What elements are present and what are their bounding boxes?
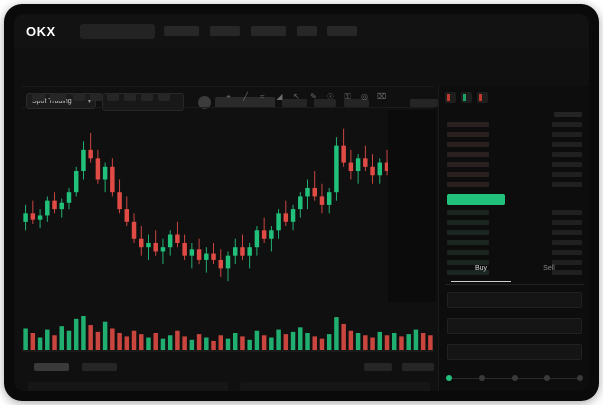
pattern-icon[interactable]: ◢ <box>276 92 283 101</box>
device-screen: OKX Spot Trading ▾ <box>14 14 589 391</box>
orderbook-view-tabs <box>445 92 488 103</box>
top-navigation-bar: OKX <box>14 14 589 48</box>
amount-slider-step-3[interactable] <box>544 375 551 381</box>
orderbook-bid-row[interactable] <box>447 260 489 265</box>
orders-card-left <box>28 382 228 391</box>
orderbook-ask-row[interactable] <box>447 162 489 167</box>
orderbook-bid-size <box>552 270 582 275</box>
trading-pair-name <box>215 97 275 108</box>
orderbook-and-order-form: Buy Sell <box>438 86 589 391</box>
chevron-down-icon: ▾ <box>87 99 91 105</box>
orderbook-bid-size <box>552 240 582 245</box>
chart-toolbar: ⌖ ╱ ≈ ◢ ↖ ✎ ☉ ⚿ ◎ ⌧ <box>22 86 434 108</box>
orderbook-bid-row[interactable] <box>447 270 489 275</box>
trendline-icon[interactable]: ╱ <box>243 92 248 101</box>
orderbook-bid-size <box>552 250 582 255</box>
stat-change <box>314 99 336 107</box>
timeframe-button-1d[interactable] <box>107 93 119 101</box>
order-price-field[interactable] <box>447 292 582 308</box>
fib-icon[interactable]: ≈ <box>260 92 265 101</box>
timeframe-button-1w[interactable] <box>124 93 136 101</box>
candlestick-svg <box>23 128 433 282</box>
eye-icon[interactable]: ◎ <box>361 92 368 101</box>
brush-icon[interactable]: ✎ <box>310 92 317 101</box>
orderbook-ask-size <box>552 152 582 157</box>
order-total-field[interactable] <box>447 344 582 360</box>
orderbook-bid-size <box>552 230 582 235</box>
orderbook-ask-row[interactable] <box>447 172 489 177</box>
active-tab-underline <box>451 281 511 282</box>
orderbook-ask-size <box>552 182 582 187</box>
market-header-bar: Spot Trading ▾ <box>14 48 589 111</box>
nav-item-trade[interactable] <box>164 26 199 36</box>
chart-overlay-panel <box>388 110 436 302</box>
orderbook-ask-row[interactable] <box>447 132 489 137</box>
timeframe-button-15m[interactable] <box>50 93 66 101</box>
trading-mode-label: Spot Trading <box>32 98 72 105</box>
amount-slider-step-0[interactable] <box>446 375 452 381</box>
bottom-tab-right-1[interactable] <box>364 363 392 371</box>
timeframe-button-time[interactable] <box>32 93 45 101</box>
orderbook-ask-row[interactable] <box>447 152 489 157</box>
stat-last-price <box>282 99 307 107</box>
bottom-tab-order-history[interactable] <box>82 363 117 371</box>
orderbook-ask-row[interactable] <box>447 142 489 147</box>
nav-item-earn[interactable] <box>251 26 286 36</box>
timeframe-button-4h[interactable] <box>90 93 102 101</box>
okx-trading-app: OKX Spot Trading ▾ <box>14 14 589 391</box>
orders-card-right <box>240 382 430 391</box>
timeframe-button-1h[interactable] <box>73 93 85 101</box>
trash-icon[interactable]: ⌧ <box>377 92 387 101</box>
orderbook-bid-size <box>552 260 582 265</box>
bottom-tab-right-2[interactable] <box>402 363 434 371</box>
orderbook-ask-size <box>552 172 582 177</box>
orderbook-bid-row[interactable] <box>447 220 489 225</box>
orderbook-bids-icon[interactable] <box>461 92 472 103</box>
tab-buy[interactable]: Buy <box>474 265 488 272</box>
tab-sell[interactable]: Sell <box>543 265 555 272</box>
indicator-button[interactable] <box>158 93 170 101</box>
orderbook-ask-size <box>552 132 582 137</box>
nav-item-markets[interactable] <box>210 26 240 36</box>
nav-item-assets[interactable] <box>327 26 357 36</box>
orderbook-ask-row[interactable] <box>447 182 489 187</box>
orderbook-all-icon[interactable] <box>445 92 456 103</box>
order-amount-field[interactable] <box>447 318 582 334</box>
orderbook-ask-size <box>552 162 582 167</box>
tablet-device-frame: OKX Spot Trading ▾ <box>4 4 599 401</box>
orderbook-bid-row[interactable] <box>447 210 489 215</box>
orderbook-last-price <box>447 194 505 205</box>
stat-low <box>410 99 438 107</box>
orderbook-bid-row[interactable] <box>447 250 489 255</box>
orders-tabbar <box>24 360 434 374</box>
amount-slider-step-2[interactable] <box>511 375 518 381</box>
magnet-icon[interactable]: ☉ <box>326 92 335 101</box>
measure-icon[interactable]: ↖ <box>293 92 300 101</box>
orderbook-ask-size <box>552 122 582 127</box>
amount-slider-step-4[interactable] <box>577 375 583 381</box>
bottom-tab-open-orders[interactable] <box>34 363 69 371</box>
stat-high <box>344 99 369 107</box>
lock-icon[interactable]: ⚿ <box>344 92 351 101</box>
orderbook-ask-row[interactable] <box>447 122 489 127</box>
order-form-tabs: Buy Sell <box>445 262 584 285</box>
orderbook-bid-size <box>552 220 582 225</box>
timeframe-button-more[interactable] <box>141 93 153 101</box>
orderbook-column-header <box>554 112 582 117</box>
orderbook-ask-size <box>552 142 582 147</box>
volume-chart <box>22 310 434 356</box>
okx-logo[interactable]: OKX <box>26 24 56 39</box>
orderbook-bid-row[interactable] <box>447 240 489 245</box>
search-input[interactable] <box>80 24 155 39</box>
volume-svg <box>22 316 434 352</box>
nav-item-more[interactable] <box>297 26 317 36</box>
candlestick-chart[interactable] <box>22 108 434 306</box>
amount-slider-step-1[interactable] <box>478 375 485 381</box>
crosshair-icon[interactable]: ⌖ <box>226 92 231 101</box>
coin-avatar <box>198 96 211 109</box>
orderbook-bid-row[interactable] <box>447 230 489 235</box>
orderbook-asks-icon[interactable] <box>477 92 488 103</box>
orderbook-bid-size <box>552 210 582 215</box>
